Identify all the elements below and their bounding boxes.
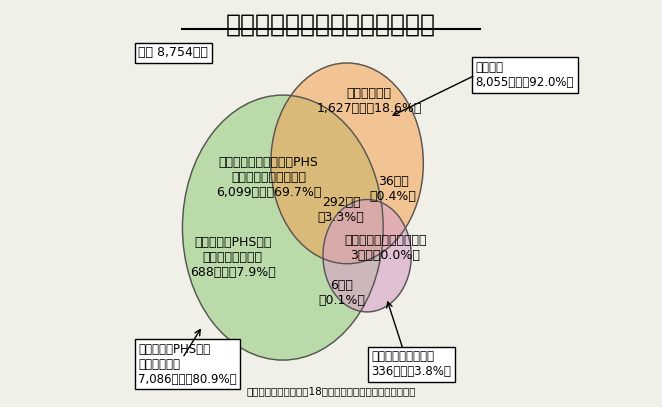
Text: 292万人
【3.3%】: 292万人 【3.3%】 [318,195,364,223]
Text: 携帯電話・PHS及び
携帯情報端末
7,086万人【80.9%】: 携帯電話・PHS及び 携帯情報端末 7,086万人【80.9%】 [138,343,237,385]
Text: 携帯電話・PHS及び
携帯情報端末のみ
688万人【7.9%】: 携帯電話・PHS及び 携帯情報端末のみ 688万人【7.9%】 [190,236,275,279]
Ellipse shape [183,95,383,360]
Text: ゲーム機・テレビ等のみ
3万人【0.0%】: ゲーム機・テレビ等のみ 3万人【0.0%】 [344,234,426,262]
Text: パソコン
8,055万人【92.0%】: パソコン 8,055万人【92.0%】 [475,61,574,89]
Ellipse shape [271,63,423,264]
Text: パソコン、携帯電話・PHS
及び携帯情報端末併用
6,099万人【69.7%】: パソコン、携帯電話・PHS 及び携帯情報端末併用 6,099万人【69.7%】 [216,156,322,199]
Text: （出典）総務省「平成18年通信利用動向調査（世帯編）」: （出典）総務省「平成18年通信利用動向調査（世帯編）」 [246,386,416,396]
Text: 6万人
【0.1%】: 6万人 【0.1%】 [318,279,365,306]
Text: ケータイでのネット接続が浸透: ケータイでのネット接続が浸透 [226,13,436,37]
Text: パソコンのみ
1,627万人【18.6%】: パソコンのみ 1,627万人【18.6%】 [316,87,422,115]
Text: 合計 8,754万人: 合計 8,754万人 [138,46,208,59]
Ellipse shape [323,199,411,312]
Text: ゲーム機・テレビ等
336万人【3.8%】: ゲーム機・テレビ等 336万人【3.8%】 [371,350,451,378]
Text: 36万人
【0.4%】: 36万人 【0.4%】 [370,175,416,204]
